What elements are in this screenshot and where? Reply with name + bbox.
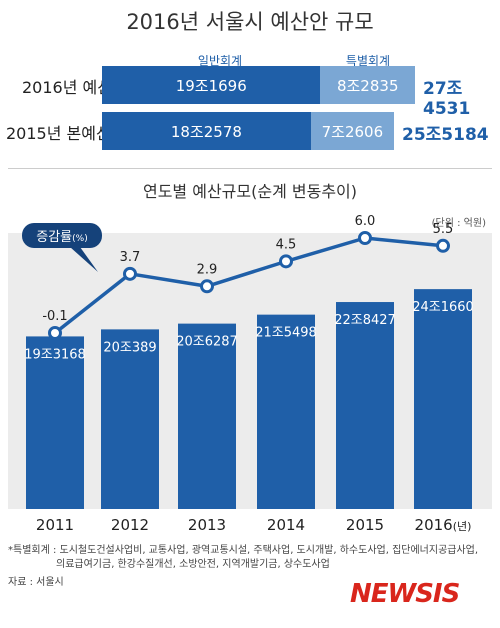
- bar-label-2016: 24조1660: [412, 300, 474, 315]
- general-account-header: 일반회계: [197, 54, 243, 68]
- x-tick-2014: 2014: [267, 516, 305, 534]
- bar-2013: [178, 323, 236, 509]
- bar-2011: [26, 336, 84, 509]
- rate-legend-pointer: [70, 247, 98, 272]
- rate-label-2015: 6.0: [355, 214, 376, 229]
- bar-label-2012: 20조389: [103, 340, 156, 355]
- rate-line: [53, 236, 444, 335]
- special-segment-2016: 8조2835: [320, 66, 415, 104]
- general-segment-2016: 19조1696: [102, 66, 321, 104]
- special-account-header: 특별회계: [345, 54, 391, 68]
- row-label-2016: 2016년 예산: [22, 78, 112, 97]
- row-label-2015: 2015년 본예산: [6, 124, 111, 143]
- total-2015: 25조5184: [402, 125, 489, 145]
- footnote-line2: 의료급여기금, 한강수질개선, 소방안전, 지역개발기금, 상수도사업: [56, 559, 330, 570]
- x-tick-2015: 2015: [346, 516, 384, 534]
- rate-legend-label: 증감률(%): [36, 230, 87, 245]
- chart-panel: [8, 233, 492, 509]
- rate-label-2016: 5.5: [433, 222, 454, 237]
- rate-point-2012: [123, 266, 137, 281]
- rate-label-2012: 3.7: [120, 250, 141, 265]
- bar-2016: [414, 289, 472, 509]
- x-tick-2013: 2013: [188, 516, 226, 534]
- rate-point-2011: [48, 326, 62, 340]
- bar-label-2014: 21조5498: [255, 326, 317, 341]
- bar-2014: [257, 314, 315, 509]
- rate-legend-box: [22, 223, 102, 248]
- budget-bar-2015: 18조2578 7조2606: [102, 112, 394, 150]
- source-note: 자료 : 서울시: [8, 577, 64, 588]
- bar-label-2013: 20조6287: [176, 335, 238, 350]
- x-tick-2011: 2011: [36, 516, 74, 534]
- rate-label-2013: 2.9: [197, 262, 218, 277]
- rate-label-2014: 4.5: [276, 237, 297, 252]
- chart-title: 연도별 예산규모(순계 변동추이): [142, 182, 358, 201]
- newsis-logo: NEWSIS: [350, 579, 460, 609]
- footnote-line1: *특별회계 : 도시철도건설사업비, 교통사업, 광역교통시설, 주택사업, 도…: [8, 545, 479, 556]
- x-tick-2016: 2016(년): [415, 516, 472, 534]
- rate-point-2015: [358, 231, 372, 245]
- bar-2012: [101, 329, 159, 509]
- total-2016: 27조4531: [423, 79, 471, 119]
- divider: [8, 168, 492, 169]
- bar-label-2015: 22조8427: [334, 313, 396, 328]
- unit-label: (단위 : 억원): [431, 218, 486, 229]
- rate-point-2016: [436, 238, 450, 253]
- rate-point-2013: [200, 279, 214, 294]
- rate-label-2011: -0.1: [42, 309, 67, 324]
- bar-label-2011: 19조3168: [24, 347, 86, 362]
- budget-chart: 19조3168 20조389 20조6287 21조5498 22조8427 24조166…: [22, 214, 474, 534]
- rate-point-2014: [279, 254, 293, 269]
- special-segment-2015: 7조2606: [310, 112, 394, 150]
- general-segment-2015: 18조2578: [102, 112, 311, 150]
- x-tick-2012: 2012: [111, 516, 149, 534]
- budget-bar-2016: 19조1696 8조2835: [102, 66, 415, 104]
- budget-title: 2016년 서울시 예산안 규모: [126, 10, 374, 34]
- bar-2015: [336, 302, 394, 509]
